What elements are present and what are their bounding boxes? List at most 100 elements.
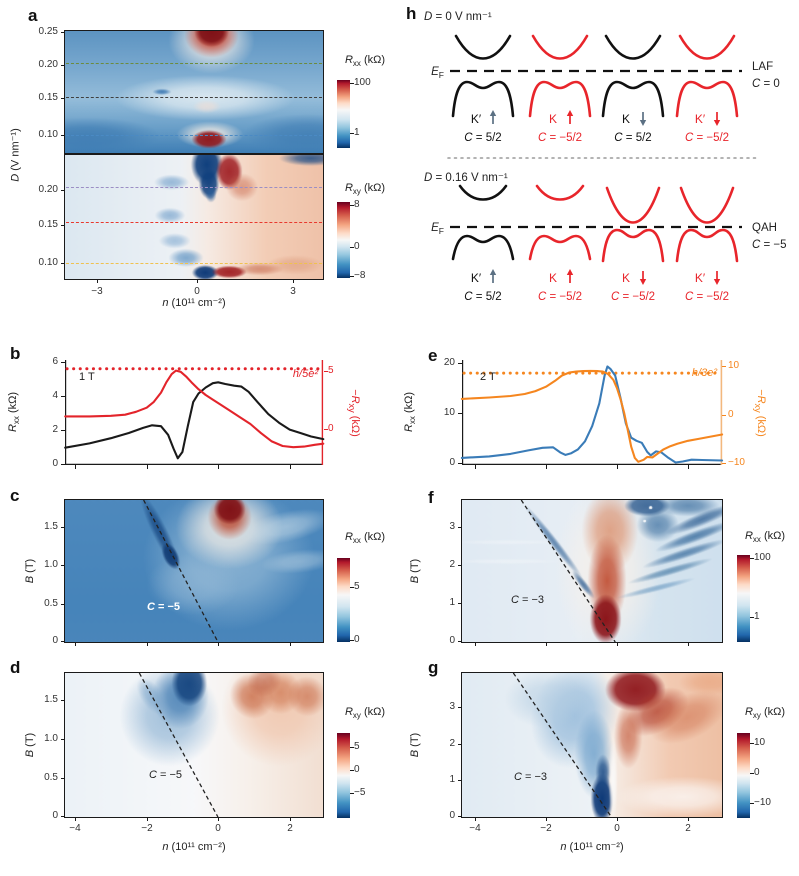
axis-var: −R [349,389,362,404]
tick-label: 0.15 [38,219,58,230]
tick-mark [617,465,619,469]
axis-unit: (kΩ) [760,706,786,718]
tick-mark [350,640,354,642]
panel-label-d: d [10,658,21,677]
tick-mark [458,816,462,818]
colorbar-title-c: Rxx (kΩ) [345,531,385,545]
chern-number-label: C = −5/2 [685,291,729,303]
phase-chern-label: C = −5 [752,239,787,251]
tick-mark [458,413,462,415]
axis-var: −R [755,389,768,404]
tick-label: 0.15 [38,92,58,103]
tick-label: −4 [69,823,81,834]
tick-mark [350,133,354,135]
valley-label: K [549,112,557,126]
axis-unit: (kΩ) [360,182,386,194]
axis-var: R [344,182,353,194]
axis-var: B [409,575,421,584]
displacement-field-label: D = 0 V nm⁻¹ [424,11,492,23]
tick-mark [61,98,65,100]
tick-label: 0 [194,286,200,297]
conduction-band [604,34,662,60]
tick-label: 0 [728,409,734,420]
tick-mark [61,565,65,567]
spin-up-arrow-head [489,269,497,275]
chern-dashed-line [138,672,219,818]
tick-mark [546,817,548,821]
chern-number-label: C = 5/2 [614,132,651,144]
chern-number-label: C = 5/2 [464,291,501,303]
tick-label: 10 [443,407,455,418]
chern-annotation-g: C = −3 [514,771,547,783]
valence-band [675,228,739,263]
chern-dashed-line [520,499,616,643]
phase-chern-label: C = 0 [752,78,780,90]
spin-up-arrow-head [489,110,497,116]
tick-mark [750,743,754,745]
tick-label: 5 [328,365,334,376]
colorbar-title-a-rxy: Rxy (kΩ) [345,182,385,196]
colorbar-f-rxx [737,555,750,642]
tick-label: 0 [354,634,360,645]
heatmap-c-rxx [65,500,323,642]
tick-mark [458,780,462,782]
tick-label: 1.5 [44,521,58,532]
tick-mark [197,279,199,283]
axis-unit: (kΩ) [755,412,768,437]
fermi-level-label: EF [431,222,444,236]
tick-label: 10 [754,737,766,748]
axis-var: R [402,424,415,433]
tick-mark [61,527,65,529]
tick-label: 1.0 [44,559,58,570]
tick-mark [75,817,77,821]
tick-mark [147,465,149,469]
tick-mark [61,430,65,432]
tick-label: −2 [141,823,153,834]
chern-value: = −5 [156,769,183,781]
tick-label: −2 [540,823,552,834]
conduction-band [458,184,508,201]
axis-var: n [560,841,567,853]
g-x-axis-title: n (10¹¹ cm⁻²) [560,840,623,853]
colorbar-title-f: Rxx (kΩ) [745,530,785,544]
chern-number-label: C = −5/2 [538,132,582,144]
tick-mark [458,641,462,643]
tick-label: 1 [449,774,455,785]
axis-var: R [744,706,753,718]
spin-down-arrow-head [713,120,721,126]
valley-label: K′ [471,112,482,126]
colorbar-title-a-rxx: Rxx (kΩ) [345,54,385,68]
tick-label: −3 [91,286,103,297]
tick-mark [218,465,220,469]
fermi-level-label: EF [431,66,444,80]
tick-label: 5 [354,581,360,592]
tick-label: 3 [449,521,455,532]
tick-mark [61,190,65,192]
cut-line-D-0.107 [66,135,322,136]
axis-unit: (kΩ) [6,391,19,417]
chern-line-overlay-g [512,672,612,818]
tick-mark [290,465,292,469]
axis-sub: xy [352,711,361,721]
tick-mark [61,396,65,398]
tick-label: 2 [52,424,58,435]
axis-var: n [162,297,169,309]
tick-mark [75,465,77,469]
axis-var: R [344,706,353,718]
tick-mark [350,276,354,278]
axis-var: B [24,575,36,584]
axis-unit: (10¹¹ cm⁻²) [566,841,624,853]
tick-mark [324,371,328,373]
valence-band [675,80,739,118]
heatmap-a-rxx [65,31,323,154]
line-chart-e [460,360,724,466]
tick-label: 0 [614,823,620,834]
tick-label: 1.5 [44,694,58,705]
line-chart-b [64,360,325,466]
tick-label: 0.20 [38,59,58,70]
axis-sub: xy [752,711,761,721]
tick-label: 0 [52,810,58,821]
tick-label: 10 [728,360,740,371]
conduction-band [454,34,512,60]
